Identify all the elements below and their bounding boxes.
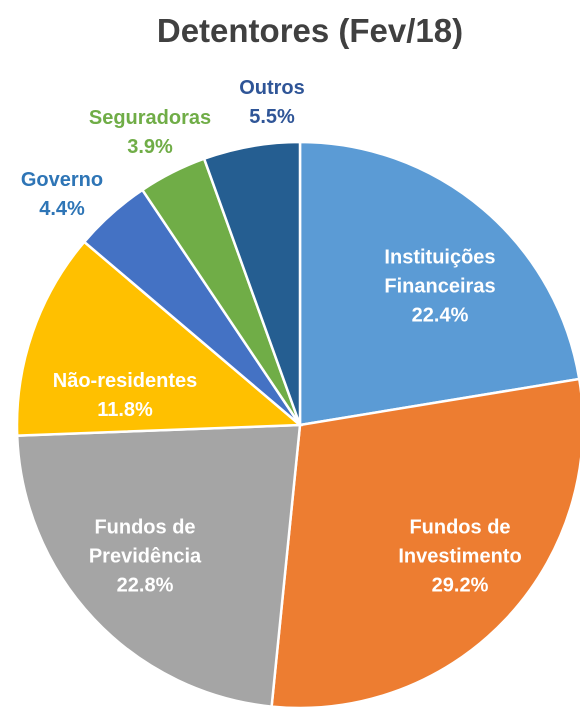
slice-label: Fundos de Previdência 22.8% — [60, 514, 230, 601]
category-label: Instituições Financeiras — [384, 246, 496, 298]
pie-slice — [15, 240, 304, 437]
pie-slice — [298, 140, 580, 427]
slice-label: Governo 4.4% — [2, 166, 122, 224]
category-label: Governo — [20, 169, 104, 191]
category-label: Fundos de Previdência — [88, 516, 202, 568]
slice-label: Fundos de Investimento 29.2% — [370, 514, 550, 601]
category-label: Não-residentes — [52, 370, 198, 392]
pie-slice — [202, 140, 302, 426]
value-label: 4.4% — [39, 198, 85, 220]
value-label: 3.9% — [127, 136, 173, 158]
value-label: 5.5% — [249, 106, 295, 128]
slice-label: Instituições Financeiras 22.4% — [340, 244, 540, 331]
slice-label: Não-residentes 11.8% — [25, 367, 225, 425]
category-label: Seguradoras — [88, 107, 212, 129]
category-label: Fundos de Investimento — [398, 516, 522, 568]
pie-slice — [270, 377, 580, 707]
pie-slice — [15, 423, 302, 707]
value-label: 22.8% — [116, 574, 174, 597]
value-label: 22.4% — [411, 304, 469, 327]
slice-label: Seguradoras 3.9% — [65, 104, 235, 162]
value-label: 11.8% — [97, 399, 153, 421]
slice-label: Outros 5.5% — [217, 74, 327, 132]
value-label: 29.2% — [431, 574, 489, 597]
chart-title: Detentores (Fev/18) — [156, 12, 464, 49]
category-label: Outros — [239, 77, 305, 99]
